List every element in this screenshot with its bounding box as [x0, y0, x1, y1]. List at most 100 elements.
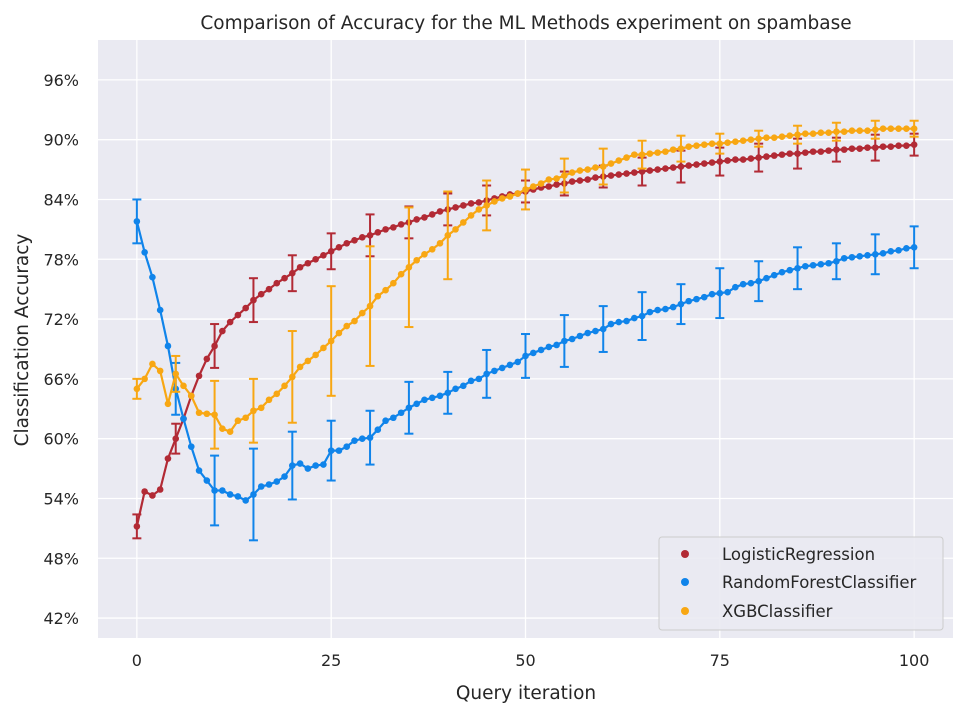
data-point — [273, 478, 281, 485]
data-point — [491, 367, 498, 375]
data-point — [187, 392, 195, 400]
data-point — [576, 177, 584, 184]
data-point — [809, 148, 817, 155]
data-point — [646, 308, 654, 316]
data-point — [817, 129, 825, 136]
data-point — [599, 163, 607, 170]
data-point — [382, 226, 389, 233]
data-point — [553, 175, 560, 182]
data-point — [149, 492, 156, 499]
data-point — [335, 244, 343, 251]
x-tick-label: 50 — [515, 651, 535, 670]
data-point — [545, 343, 553, 351]
x-tick-label: 0 — [132, 651, 142, 670]
data-point — [366, 302, 374, 310]
data-point — [343, 322, 351, 330]
data-point — [895, 247, 902, 254]
data-point — [592, 174, 599, 181]
data-point — [444, 232, 452, 239]
data-point — [382, 286, 389, 294]
data-point — [537, 180, 545, 187]
data-point — [428, 394, 436, 402]
data-point — [732, 138, 739, 145]
data-point — [141, 375, 148, 383]
data-point — [763, 153, 770, 160]
legend-label-xgb: XGBClassifier — [722, 602, 833, 621]
data-point — [413, 400, 420, 408]
data-point — [677, 300, 685, 308]
data-point — [778, 133, 786, 140]
data-point — [195, 467, 203, 474]
data-point — [226, 491, 234, 498]
data-point — [491, 198, 498, 205]
data-point — [895, 125, 902, 132]
data-point — [763, 134, 770, 141]
data-point — [716, 289, 724, 297]
data-point — [833, 257, 840, 265]
data-point — [871, 126, 879, 133]
data-point — [871, 250, 879, 258]
data-point — [848, 145, 856, 152]
data-point — [219, 425, 226, 433]
data-point — [296, 263, 304, 271]
data-point — [809, 130, 817, 137]
data-point — [156, 367, 164, 375]
data-point — [327, 247, 335, 255]
data-point — [203, 477, 211, 484]
data-point — [833, 128, 840, 135]
data-point — [296, 363, 304, 371]
data-point — [390, 224, 397, 231]
data-point — [133, 218, 141, 225]
data-point — [343, 443, 351, 450]
data-point — [561, 172, 568, 179]
data-point — [770, 134, 778, 141]
data-point — [903, 142, 910, 149]
data-point — [545, 183, 553, 190]
data-point — [669, 146, 677, 153]
data-point — [234, 493, 242, 500]
data-point — [405, 404, 413, 412]
data-point — [211, 487, 218, 494]
data-point — [576, 332, 584, 340]
data-point — [879, 143, 887, 150]
data-point — [358, 234, 366, 241]
data-point — [833, 146, 840, 153]
ticks: 0 25 50 75 100 42% 48% 54% 60% 66% 72% 78% 84% 90% 96% — [43, 71, 929, 670]
data-point — [219, 487, 226, 494]
data-point — [802, 149, 809, 156]
data-point — [848, 253, 856, 261]
data-point — [794, 150, 801, 157]
data-point — [467, 377, 475, 385]
data-point — [770, 271, 778, 279]
data-point — [638, 168, 646, 175]
y-tick-label: 90% — [43, 131, 79, 150]
data-point — [770, 152, 778, 159]
data-point — [599, 325, 607, 333]
data-point — [382, 417, 389, 425]
data-point — [848, 127, 856, 134]
data-point — [257, 483, 265, 490]
data-point — [561, 337, 568, 345]
data-point — [187, 443, 195, 450]
data-point — [506, 193, 514, 200]
data-point — [211, 411, 218, 419]
data-point — [568, 169, 576, 176]
data-point — [708, 290, 716, 298]
data-point — [662, 305, 669, 313]
data-point — [273, 390, 281, 398]
data-point — [366, 232, 374, 239]
data-point — [467, 212, 475, 219]
data-point — [708, 159, 716, 166]
y-tick-label: 72% — [43, 310, 79, 329]
data-point — [219, 327, 226, 335]
legend-marker-random-forest — [681, 578, 689, 586]
data-point — [413, 216, 420, 223]
y-tick-label: 60% — [43, 430, 79, 449]
data-point — [646, 167, 654, 174]
data-point — [685, 297, 693, 305]
data-point — [910, 125, 918, 132]
data-point — [615, 171, 623, 178]
data-point — [693, 161, 700, 168]
data-point — [514, 190, 522, 197]
legend-label-logistic: LogisticRegression — [722, 545, 875, 564]
